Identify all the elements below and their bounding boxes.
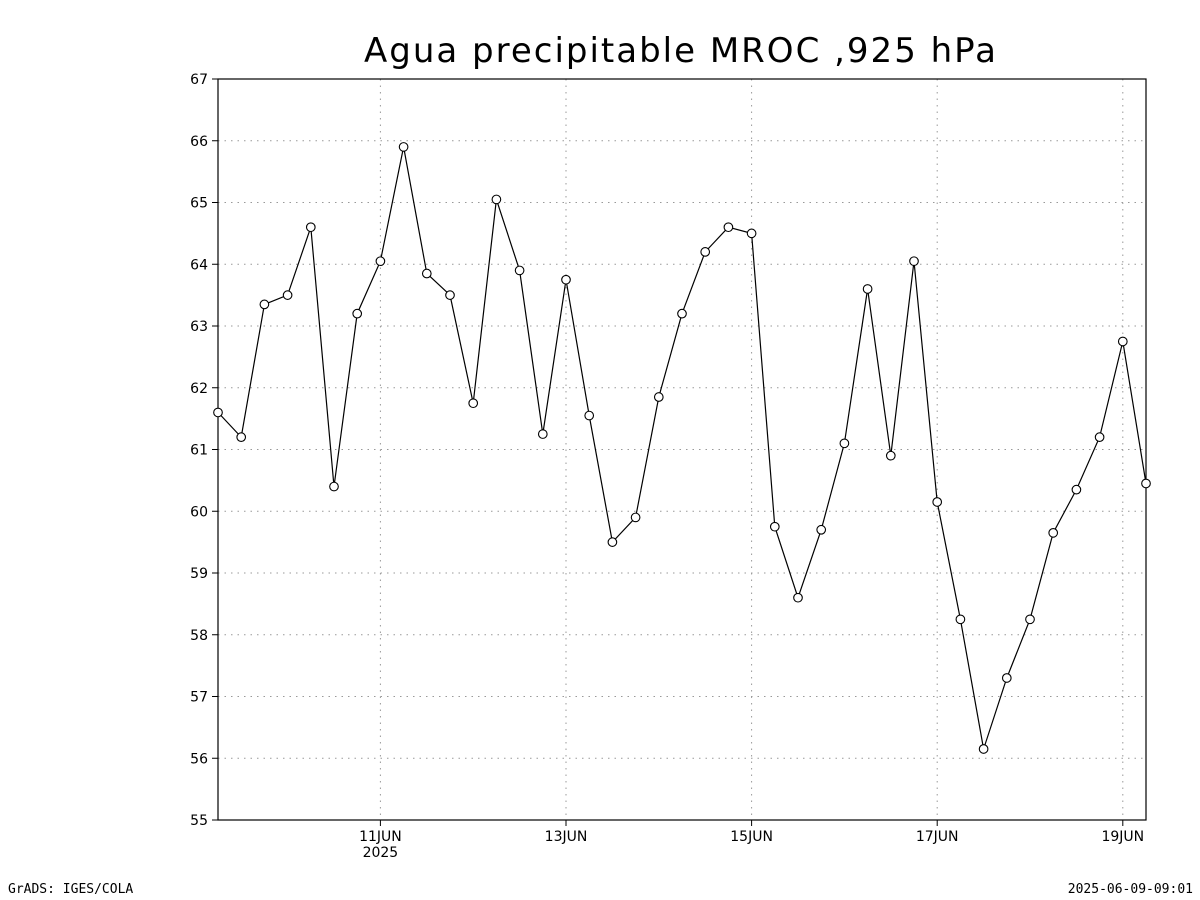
data-point <box>816 524 827 535</box>
data-point <box>653 392 664 402</box>
data-point <box>1141 478 1151 489</box>
data-point <box>375 256 386 267</box>
data-point <box>700 247 711 257</box>
data-point <box>909 256 919 267</box>
data-point <box>885 450 896 461</box>
data-point <box>561 274 571 285</box>
data-point <box>1025 614 1035 625</box>
data-point <box>839 438 850 449</box>
y-axis: 55 56 57 58 59 60 61 62 63 64 65 66 67 <box>190 72 218 829</box>
data-point <box>607 537 618 547</box>
data-point <box>329 481 339 492</box>
data-point <box>445 290 455 300</box>
data-point <box>1094 432 1105 443</box>
plot-frame <box>217 78 1147 821</box>
x-tick-label: 11JUN <box>359 829 402 845</box>
data-point <box>305 222 316 233</box>
x-tick-label: 17JUN <box>916 829 959 845</box>
data-point <box>259 299 270 310</box>
data-point <box>584 410 595 421</box>
data-point <box>793 592 803 603</box>
data-point <box>862 284 873 294</box>
data-point <box>468 398 479 409</box>
y-tick-label: 64 <box>190 257 208 273</box>
grid-lines <box>218 79 1146 820</box>
y-tick-label: 61 <box>190 443 208 459</box>
data-point <box>236 432 247 443</box>
data-point <box>978 744 989 754</box>
data-point <box>282 290 293 300</box>
data-point <box>955 614 966 625</box>
y-tick-label: 55 <box>190 813 208 829</box>
data-point <box>1001 673 1012 683</box>
y-tick-label: 56 <box>190 751 208 767</box>
x-tick-sublabel-year: 2025 <box>363 845 399 861</box>
footer-timestamp: 2025-06-09-09:01 <box>1068 882 1193 897</box>
y-tick-label: 66 <box>190 134 208 150</box>
y-tick-label: 58 <box>190 628 208 644</box>
data-point <box>630 512 641 523</box>
y-tick-label: 62 <box>190 381 208 397</box>
x-tick-label: 13JUN <box>545 829 588 845</box>
data-point <box>932 497 943 507</box>
y-tick-label: 59 <box>190 566 208 582</box>
data-point <box>537 429 548 439</box>
data-point <box>514 265 525 276</box>
y-tick-label: 63 <box>190 319 208 335</box>
data-point <box>398 142 409 152</box>
x-tick-label: 15JUN <box>730 829 773 845</box>
series-line <box>217 146 1147 750</box>
data-point <box>1117 336 1128 347</box>
chart-title: Agua precipitable MROC ,925 hPa <box>364 31 998 71</box>
data-point <box>769 521 780 532</box>
data-point <box>1071 484 1082 495</box>
data-point <box>1048 528 1059 538</box>
data-point <box>352 308 363 319</box>
x-tick-label: 19JUN <box>1101 829 1144 845</box>
data-point <box>746 228 757 239</box>
data-point <box>723 222 734 233</box>
data-point <box>421 268 432 279</box>
y-tick-label: 65 <box>190 196 208 212</box>
series-precipitable-water <box>213 142 1151 754</box>
y-tick-label: 67 <box>190 72 208 88</box>
footer-credit: GrADS: IGES/COLA <box>8 882 133 897</box>
data-point <box>491 194 502 205</box>
data-point <box>677 308 687 319</box>
data-point <box>213 407 223 418</box>
y-tick-label: 57 <box>190 690 208 706</box>
y-tick-label: 60 <box>190 504 208 520</box>
